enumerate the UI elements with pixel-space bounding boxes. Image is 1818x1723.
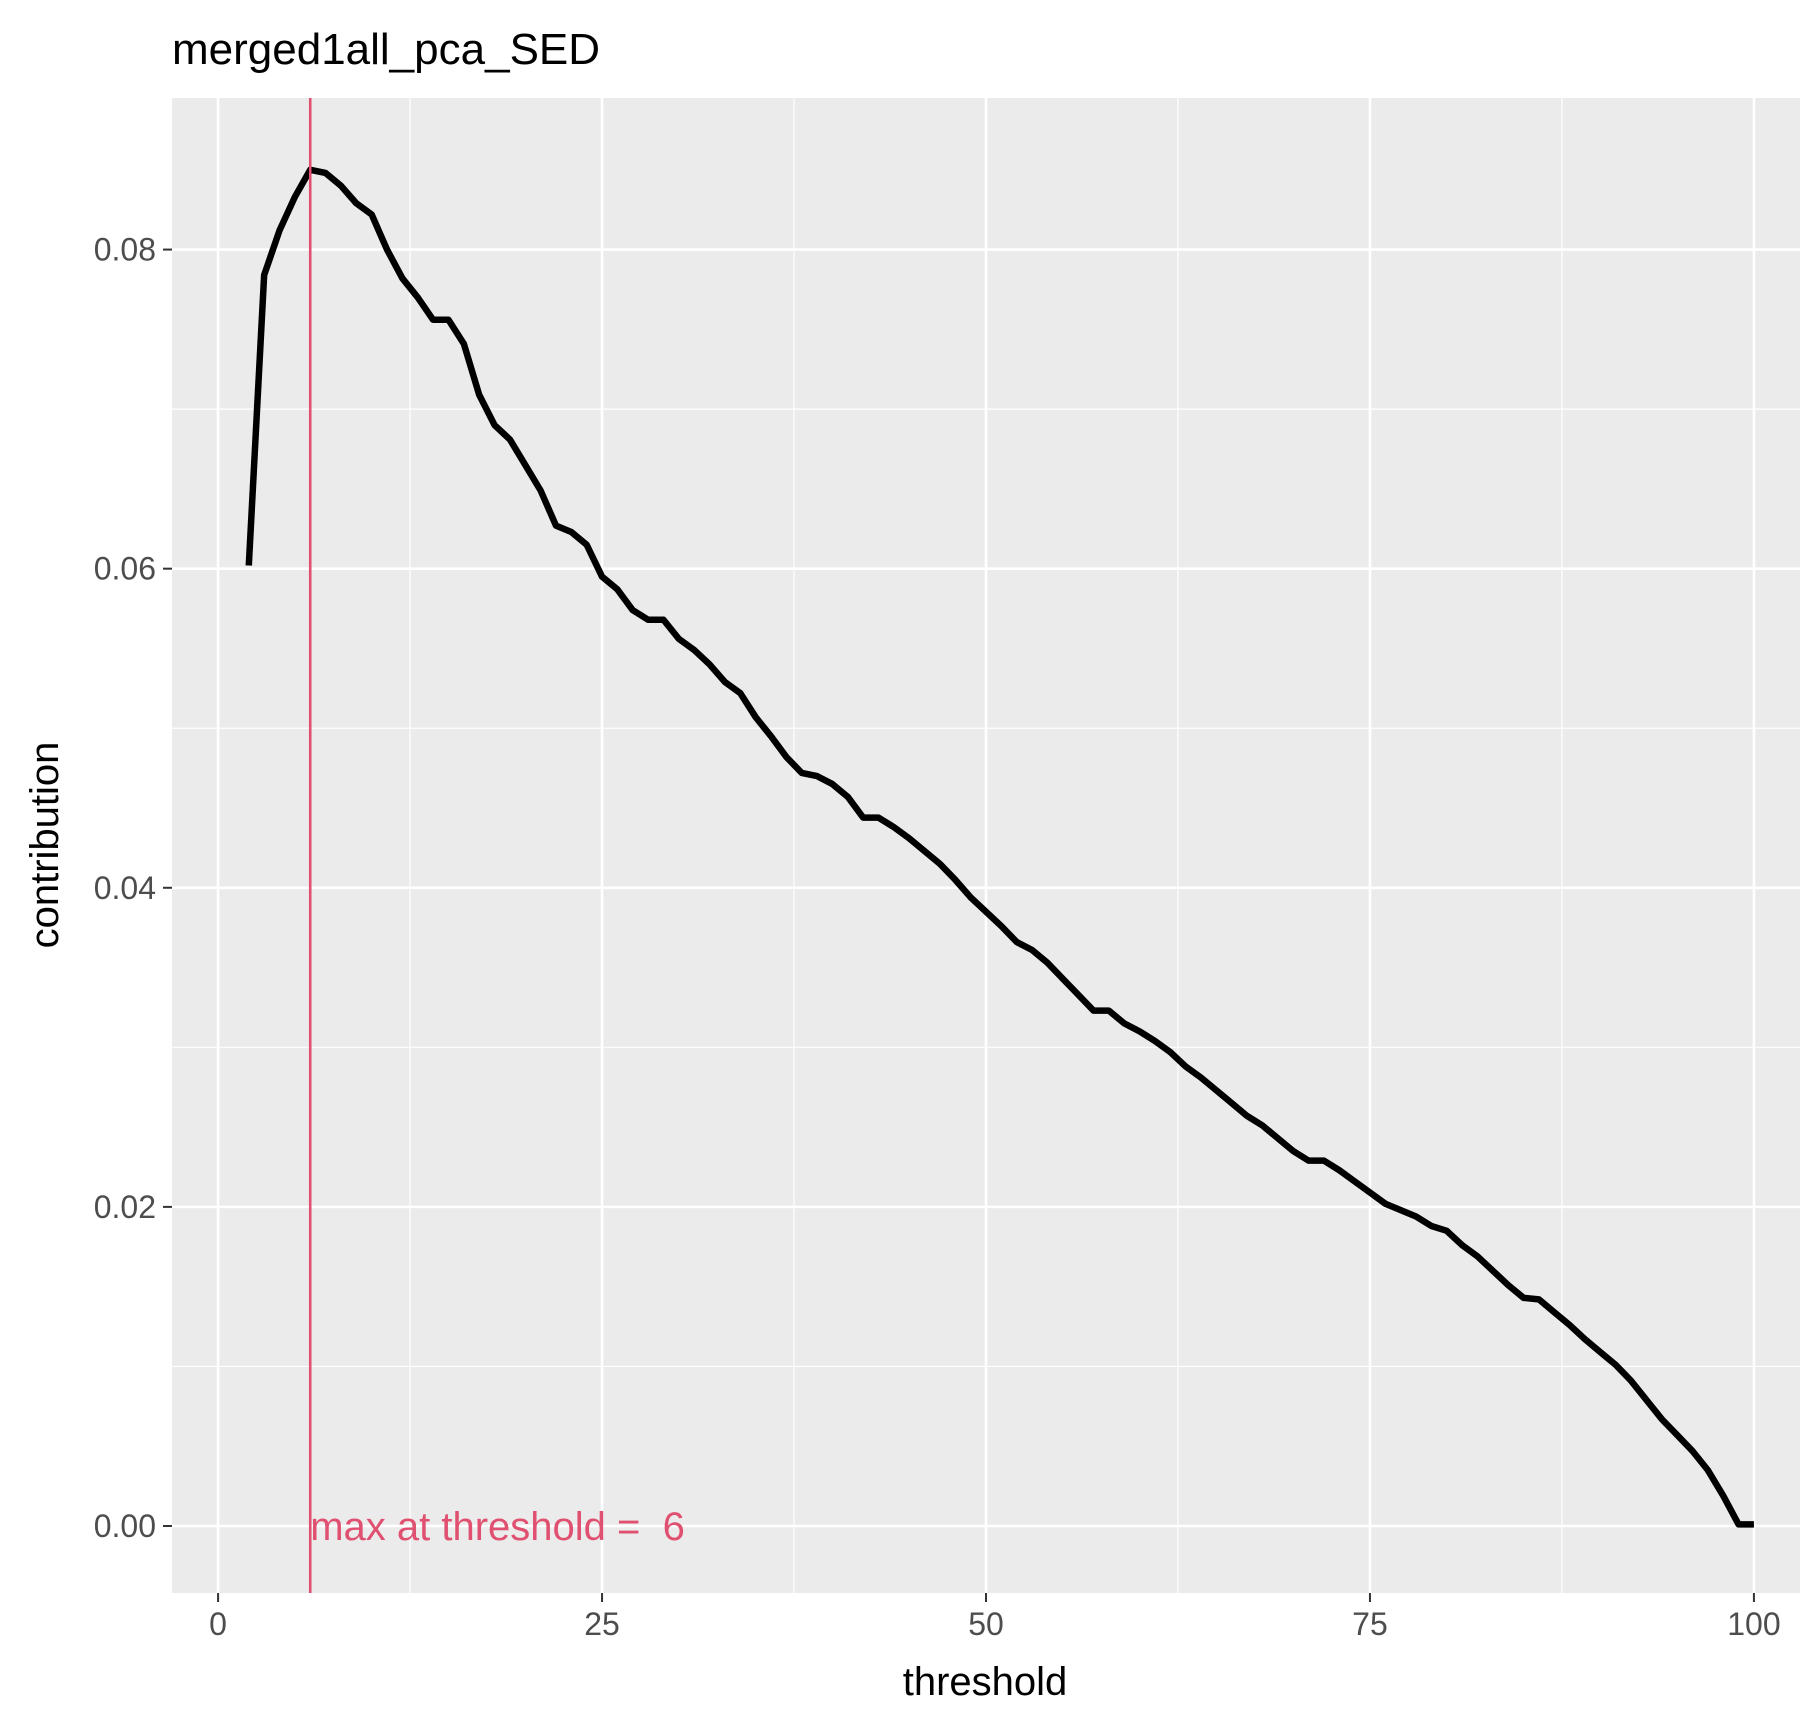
y-tick-label: 0.08	[94, 232, 156, 268]
x-tick-label: 75	[1352, 1606, 1388, 1642]
x-tick-label: 0	[209, 1606, 227, 1642]
y-tick-label: 0.04	[94, 870, 156, 906]
chart-title: merged1all_pca_SED	[172, 25, 600, 74]
x-tick-label: 25	[584, 1606, 620, 1642]
x-axis-title: threshold	[903, 1660, 1068, 1704]
y-axis-title: contribution	[23, 742, 67, 949]
max-threshold-label: max at threshold = 6	[310, 1505, 685, 1549]
y-tick-label: 0.00	[94, 1508, 156, 1544]
y-tick-label: 0.06	[94, 551, 156, 587]
x-tick-label: 50	[968, 1606, 1004, 1642]
y-tick-label: 0.02	[94, 1189, 156, 1225]
x-tick-label: 100	[1727, 1606, 1780, 1642]
